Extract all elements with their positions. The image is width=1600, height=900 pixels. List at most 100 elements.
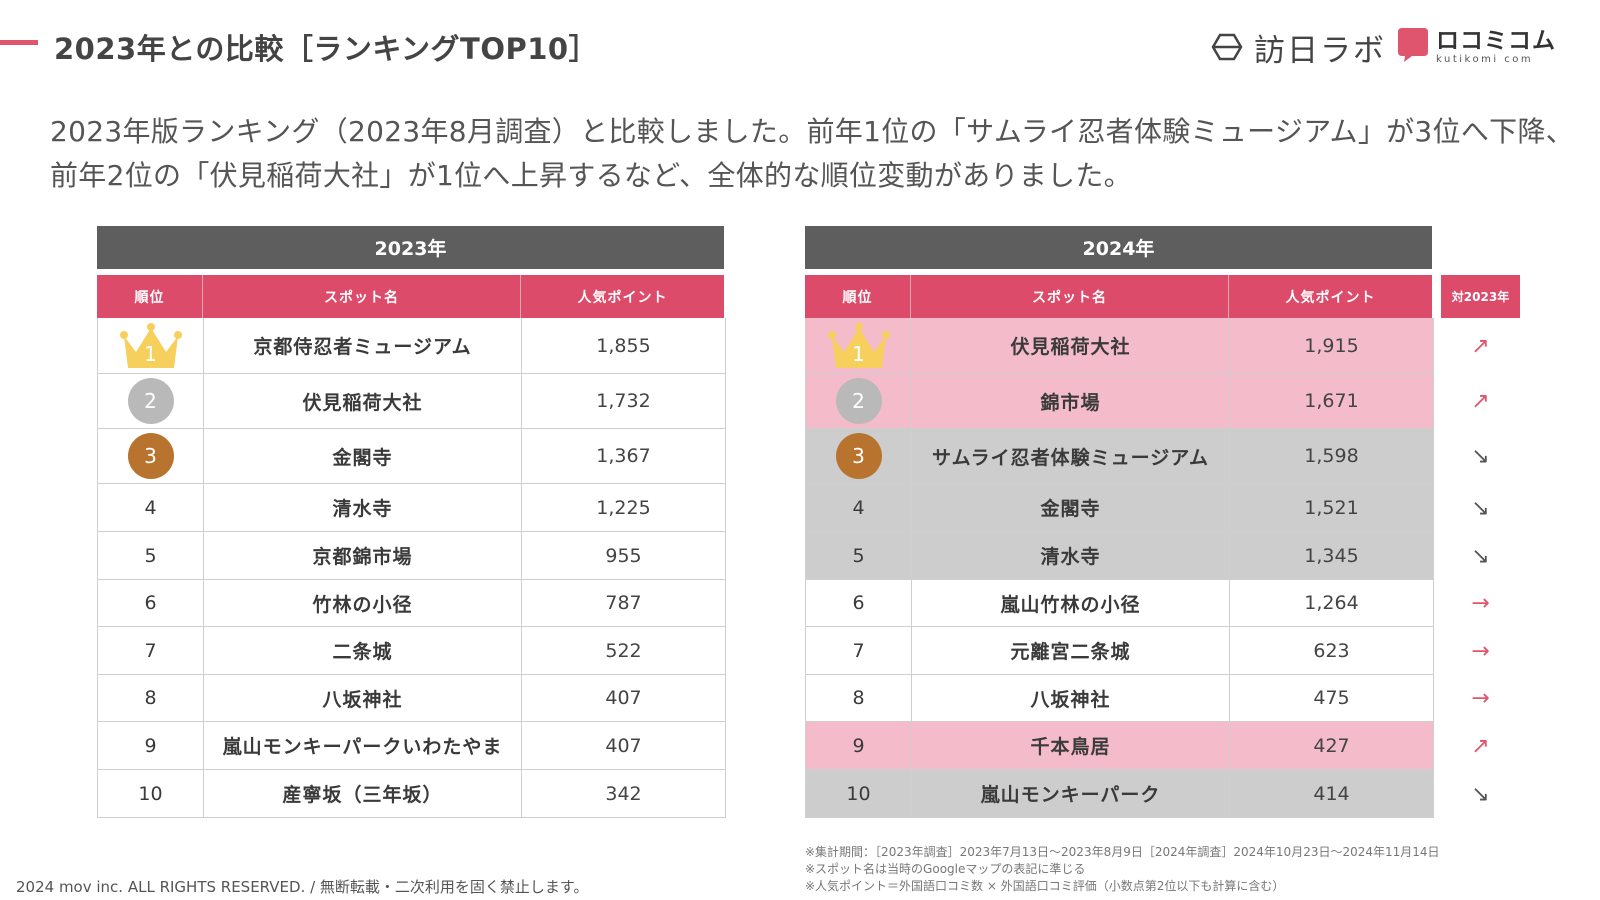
rank-cell: 5 bbox=[806, 532, 912, 579]
table-column-header: 順位 スポット名 人気ポイント bbox=[97, 275, 724, 318]
trend-down-icon: ↘ bbox=[1471, 781, 1490, 807]
popularity-points: 414 bbox=[1313, 782, 1350, 805]
houjin-logo-text: 訪日ラボ bbox=[1254, 32, 1386, 69]
popularity-points: 427 bbox=[1313, 734, 1350, 757]
rank-cell: 1 bbox=[806, 318, 912, 373]
table-body: 1 伏見稲荷大社 1,915 2 錦市場 1,671 3 サムライ忍者体験ミュージアム 1,59… bbox=[805, 318, 1434, 818]
column-spot: スポット名 bbox=[203, 275, 521, 318]
trend-flat-icon: → bbox=[1471, 686, 1490, 711]
spot-name: 元離宮二条城 bbox=[912, 627, 1230, 674]
table-row: 9 千本鳥居 427 bbox=[805, 722, 1434, 770]
spot-name: 千本鳥居 bbox=[912, 722, 1230, 769]
table-row: 3 金閣寺 1,367 bbox=[97, 429, 726, 484]
popularity-points: 1,264 bbox=[1304, 592, 1359, 614]
spot-name: 清水寺 bbox=[912, 532, 1230, 579]
rank-cell: 2 bbox=[98, 374, 204, 428]
rank-cell: 7 bbox=[806, 627, 912, 674]
silver-medal-icon: 2 bbox=[127, 378, 174, 424]
rank-cell: 8 bbox=[806, 675, 912, 721]
spot-name: 金閣寺 bbox=[204, 429, 522, 483]
popularity-points: 1,521 bbox=[1304, 496, 1359, 519]
rank-cell: 6 bbox=[806, 580, 912, 626]
rank-cell: 7 bbox=[98, 627, 204, 674]
vs-2023-column: 対2023年 ↗ ↗ ↘ ↘ ↘ → → → ↗ ↘ bbox=[1441, 275, 1520, 818]
rank-cell: 1 bbox=[98, 318, 204, 373]
silver-medal-icon: 2 bbox=[835, 378, 882, 424]
popularity-points: 1,915 bbox=[1304, 334, 1359, 357]
table-year-header: 2023年 bbox=[97, 226, 724, 269]
bronze-medal-icon: 3 bbox=[835, 433, 882, 479]
popularity-points: 1,225 bbox=[596, 496, 651, 519]
spot-name: 伏見稲荷大社 bbox=[204, 374, 522, 428]
crown-icon: 1 bbox=[826, 322, 892, 370]
spot-name: 二条城 bbox=[204, 627, 522, 674]
table-row: 8 八坂神社 475 bbox=[805, 675, 1434, 722]
table-row: 3 サムライ忍者体験ミュージアム 1,598 bbox=[805, 429, 1434, 484]
table-row: 7 二条城 522 bbox=[97, 627, 726, 675]
trend-cells: ↗ ↗ ↘ ↘ ↘ → → → ↗ ↘ bbox=[1441, 318, 1520, 818]
table-row: 1 京都侍忍者ミュージアム 1,855 bbox=[97, 318, 726, 374]
table-year-header: 2024年 bbox=[805, 226, 1432, 269]
footnote-spot-name: ※スポット名は当時のGoogleマップの表記に準じる bbox=[805, 862, 1086, 876]
trend-down-icon: ↘ bbox=[1471, 495, 1490, 521]
rank-cell: 5 bbox=[98, 532, 204, 579]
spot-name: 八坂神社 bbox=[912, 675, 1230, 721]
rank-cell: 3 bbox=[806, 429, 912, 483]
table-body: 1 京都侍忍者ミュージアム 1,855 2 伏見稲荷大社 1,732 3 金閣寺 1,367 4 清… bbox=[97, 318, 726, 818]
rank-number: 1 bbox=[144, 341, 157, 366]
rank-cell: 9 bbox=[98, 722, 204, 769]
title-accent-bar bbox=[0, 40, 38, 45]
table-row: 7 元離宮二条城 623 bbox=[805, 627, 1434, 675]
kuchikomi-logo: ロコミコム kutikomi com bbox=[1398, 28, 1556, 65]
table-row: 10 嵐山モンキーパーク 414 bbox=[805, 770, 1434, 818]
spot-name: 八坂神社 bbox=[204, 675, 522, 721]
spot-name: 清水寺 bbox=[204, 484, 522, 531]
houjin-lab-logo: 訪日ラボ bbox=[1210, 24, 1386, 70]
column-vs-2023: 対2023年 bbox=[1441, 275, 1520, 318]
column-points: 人気ポイント bbox=[1285, 289, 1376, 306]
rank-cell: 3 bbox=[98, 429, 204, 483]
spot-name: 京都侍忍者ミュージアム bbox=[204, 318, 522, 373]
spot-name: 嵐山竹林の小径 bbox=[912, 580, 1230, 626]
rank-cell: 4 bbox=[806, 484, 912, 531]
rank-cell: 4 bbox=[98, 484, 204, 531]
trend-up-icon: ↗ bbox=[1471, 733, 1490, 759]
spot-name: 京都錦市場 bbox=[204, 532, 522, 579]
table-row: 5 京都錦市場 955 bbox=[97, 532, 726, 580]
spot-name: 金閣寺 bbox=[912, 484, 1230, 531]
table-2023: 2023年 順位 スポット名 人気ポイント 1 京都侍忍者ミュージアム 1,855 2… bbox=[97, 226, 726, 818]
table-row: 5 清水寺 1,345 bbox=[805, 532, 1434, 580]
footnote-period: ※集計期間：［2023年調査］2023年7月13日〜2023年8月9日［2024… bbox=[805, 845, 1440, 859]
rank-cell: 6 bbox=[98, 580, 204, 626]
table-row: 4 清水寺 1,225 bbox=[97, 484, 726, 532]
spot-name: 伏見稲荷大社 bbox=[912, 318, 1230, 373]
spot-name: 嵐山モンキーパーク bbox=[912, 770, 1230, 817]
spot-name: 錦市場 bbox=[912, 374, 1230, 428]
kuchikomi-logo-subtext: kutikomi com bbox=[1436, 54, 1534, 65]
popularity-points: 955 bbox=[605, 544, 642, 567]
houjin-logo-icon bbox=[1211, 33, 1243, 61]
column-rank: 順位 bbox=[805, 275, 911, 318]
column-points: 人気ポイント bbox=[577, 289, 668, 306]
spot-name: 嵐山モンキーパークいわたやま bbox=[204, 722, 522, 769]
table-row: 6 竹林の小径 787 bbox=[97, 580, 726, 627]
table-row: 1 伏見稲荷大社 1,915 bbox=[805, 318, 1434, 374]
popularity-points: 623 bbox=[1313, 639, 1350, 662]
popularity-points: 1,345 bbox=[1304, 544, 1359, 567]
popularity-points: 342 bbox=[605, 782, 642, 805]
table-row: 2 錦市場 1,671 bbox=[805, 374, 1434, 429]
rank-cell: 9 bbox=[806, 722, 912, 769]
popularity-points: 407 bbox=[605, 734, 642, 757]
spot-name: サムライ忍者体験ミュージアム bbox=[912, 429, 1230, 483]
popularity-points: 1,732 bbox=[596, 390, 651, 412]
lead-paragraph: 2023年版ランキング（2023年8月調査）と比較しました。前年1位の「サムライ… bbox=[50, 115, 1575, 192]
column-spot: スポット名 bbox=[911, 275, 1229, 318]
popularity-points: 1,367 bbox=[596, 445, 651, 467]
rank-cell: 10 bbox=[806, 770, 912, 817]
popularity-points: 522 bbox=[605, 639, 642, 662]
rank-cell: 2 bbox=[806, 374, 912, 428]
trend-up-icon: ↗ bbox=[1471, 389, 1490, 414]
trend-up-icon: ↗ bbox=[1471, 333, 1490, 359]
speech-bubble-icon bbox=[1398, 28, 1428, 62]
table-row: 6 嵐山竹林の小径 1,264 bbox=[805, 580, 1434, 627]
